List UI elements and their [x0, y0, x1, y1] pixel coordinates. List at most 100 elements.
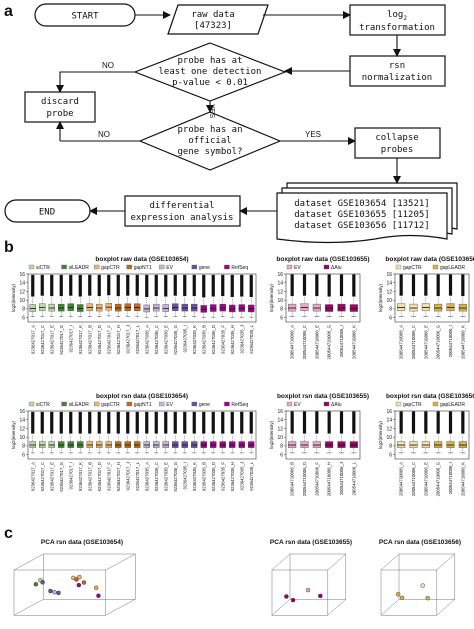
box-6 — [86, 274, 93, 317]
legend-item: ΔAlu — [323, 264, 342, 271]
x-tick-label: 9236427017_D — [97, 462, 102, 491]
box-body — [229, 441, 236, 448]
pca-cube — [271, 553, 347, 616]
legend-label: ΔAlu — [331, 402, 342, 408]
x-tick-label: 200544710006_I — [448, 462, 453, 494]
legend-item: gene — [191, 401, 210, 408]
chart-title: boxplot raw data (GSE103655) — [276, 256, 369, 263]
log2-subscript: 2 — [403, 15, 407, 22]
box-15 — [172, 411, 179, 454]
box-body — [288, 303, 297, 312]
symbol-decision — [138, 111, 282, 171]
chart-title: PCA rsn data (GSE103654) — [41, 539, 123, 546]
box-18 — [200, 274, 207, 318]
box-body — [238, 304, 245, 312]
pca-plot: PCA rsn data (GSE103654) — [13, 539, 136, 616]
panel-label-c: c — [4, 525, 13, 542]
box-body — [143, 304, 150, 313]
diff-analysis: expression analysis — [131, 213, 234, 223]
box-5 — [349, 411, 358, 454]
box-body — [409, 303, 418, 312]
box-body — [325, 304, 334, 312]
box-body — [172, 441, 179, 448]
legend-item: siLEADR — [61, 401, 89, 408]
box-1 — [409, 411, 418, 454]
box-body — [229, 304, 236, 313]
y-tick-label: 10 — [19, 435, 25, 441]
pca-point — [284, 594, 289, 599]
box-body — [337, 303, 346, 312]
arrow-detection-discard — [56, 71, 135, 93]
y-tick-label: 14 — [386, 418, 392, 424]
box-body — [210, 304, 217, 312]
cube-edge — [105, 599, 136, 616]
legend-label: gapCTR — [403, 402, 422, 408]
legend-swatch — [159, 401, 165, 407]
x-tick-label: 9236427017_B — [87, 325, 92, 354]
y-tick-label: 6 — [280, 315, 283, 321]
cube-edge — [380, 553, 400, 571]
box-4 — [446, 411, 455, 454]
box-20 — [219, 274, 226, 318]
pca-point — [395, 592, 401, 597]
y-tick-label: 8 — [280, 444, 283, 450]
box-body — [248, 441, 255, 448]
legend-item: siLEADR — [61, 264, 90, 271]
x-tick-label: 9236427035_F — [220, 462, 225, 491]
x-tick-label: 9236427017_B — [87, 462, 92, 491]
y-tick-label: 10 — [19, 298, 25, 304]
legend-item: gapNT1 — [126, 264, 152, 271]
raw-data-count: [47323] — [194, 21, 232, 31]
pca-point — [420, 583, 425, 588]
legend-label: EV — [294, 265, 301, 271]
box-2 — [421, 411, 430, 454]
plot-frame — [27, 410, 257, 460]
box-body — [300, 303, 309, 311]
cube-edge — [271, 599, 291, 616]
box-body — [191, 441, 198, 448]
legend-label: gapNT1 — [134, 265, 152, 271]
pca-point — [76, 582, 82, 588]
pca-point — [77, 574, 82, 580]
box-6 — [86, 411, 93, 454]
legend-item: gene — [191, 264, 210, 271]
box-23 — [248, 274, 255, 318]
box-body — [77, 304, 84, 312]
x-tick-label: 9236427017_I — [68, 462, 73, 489]
box-7 — [96, 274, 103, 318]
legend-item: EV — [159, 264, 174, 271]
y-tick-label: 12 — [19, 426, 25, 432]
x-tick-label: 200544710006_D — [302, 462, 307, 496]
box-1 — [409, 274, 418, 317]
x-tick-label: 200544710006_I — [448, 325, 453, 357]
x-tick-label: 9236427035_J — [239, 325, 244, 353]
box-5 — [77, 274, 84, 318]
x-tick-label: 9236427035_A — [144, 325, 149, 354]
y-axis-label: log2(intensity) — [269, 420, 274, 449]
box-body — [39, 441, 46, 448]
detection-line-3: p-value < 0.01 — [172, 78, 248, 88]
x-tick-label: 9236427035_D — [211, 325, 216, 354]
legend-swatch — [323, 401, 330, 407]
box-body — [115, 441, 122, 448]
box-4 — [446, 274, 455, 317]
legend-label: siLEADR — [69, 265, 90, 271]
pca-point — [290, 597, 296, 603]
x-tick-label: 9236427035_L — [249, 324, 254, 353]
legend-item: EV — [286, 264, 301, 271]
box-body — [397, 441, 406, 448]
x-tick-label: 9236427017_I — [68, 325, 73, 352]
legend-label: gapNT1 — [134, 402, 152, 408]
box-body — [86, 303, 93, 311]
x-tick-label: 200544710006_G — [436, 461, 441, 496]
y-tick-label: 6 — [389, 452, 392, 458]
detection-line-2: least one detection — [159, 67, 262, 77]
legend-item: gapCTR — [93, 401, 120, 408]
x-tick-label: 200544710006_A — [399, 462, 404, 496]
box-body — [67, 303, 74, 311]
y-tick-label: 12 — [277, 289, 283, 295]
box-21 — [229, 411, 236, 454]
box-body — [48, 441, 55, 448]
legend-swatch — [191, 264, 198, 270]
x-tick-label: 9236427017_L — [135, 324, 140, 353]
